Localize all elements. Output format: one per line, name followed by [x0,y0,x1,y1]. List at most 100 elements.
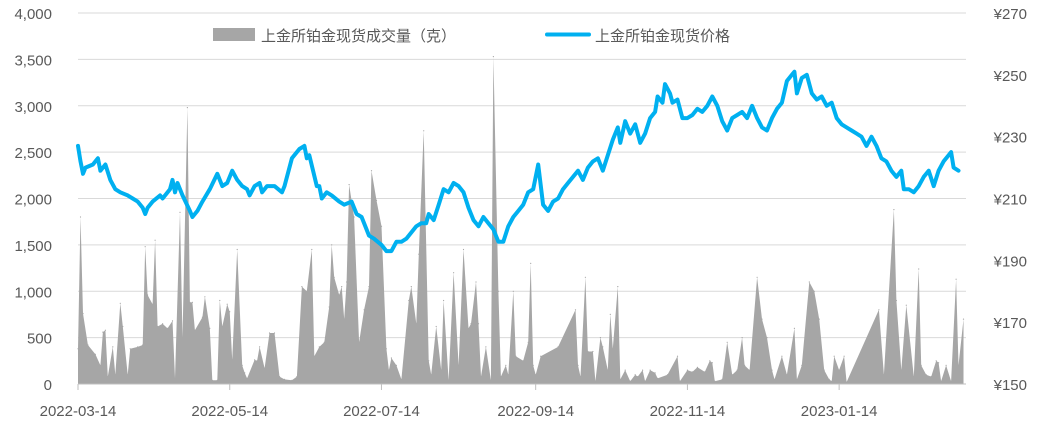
volume-point [642,369,644,371]
price-point [644,132,646,135]
price-point [281,191,283,194]
volume-point [594,380,597,382]
volume-point [129,348,131,350]
volume-point [470,323,472,325]
volume-point [241,364,243,366]
volume-point [721,378,723,380]
price-point [903,188,905,190]
price-point [209,188,211,190]
price-point [231,169,233,172]
price-point [835,117,838,119]
price-point [587,166,589,169]
volume-point [127,374,129,376]
price-point [716,105,719,107]
legend-label-volume: 上金所铂金现货成交量（克） [261,27,456,45]
price-point [151,200,154,203]
volume-point [453,272,455,274]
price-point [756,117,758,119]
legend-swatch-volume [213,28,255,41]
price-point [661,101,664,104]
volume-point [599,337,602,339]
volume-point [584,276,587,278]
price-point [196,210,199,212]
price-point [793,70,796,73]
volume-point [749,369,751,371]
price-point [736,114,738,116]
price-point [786,80,788,82]
price-point [952,166,955,169]
volume-point [296,376,298,378]
volume-point [930,376,932,378]
price-point [791,74,793,76]
volume-point [796,378,798,380]
volume-point [259,346,261,348]
price-point [447,191,450,194]
price-point [811,92,813,95]
price-point [141,207,144,209]
volume-point [935,360,937,362]
x-tick-label: 2022-09-14 [497,403,574,420]
price-point [927,169,930,172]
volume-point [505,364,507,366]
volume-point [895,299,898,302]
price-point [477,225,480,228]
y-left-tick-label: 0 [44,377,52,394]
volume-point [283,378,286,380]
price-point [649,117,651,119]
volume-point [390,357,392,359]
volume-point [204,296,206,298]
price-point [321,197,323,200]
y-right-tick-label: ¥170 [993,315,1027,332]
volume-point [714,380,716,382]
price-point [932,185,935,187]
price-point [880,157,883,160]
volume-point [144,246,146,248]
price-point [261,191,263,194]
price-point [617,126,619,129]
price-point [624,120,626,122]
price-point [248,194,251,197]
price-point [360,216,363,218]
volume-point [507,374,509,376]
volume-point [828,378,830,380]
price-point [425,222,428,224]
volume-point [515,355,517,357]
y-left-tick-label: 500 [27,331,52,348]
price-point [482,216,485,218]
price-point [77,145,79,147]
volume-point [166,327,169,329]
price-point [816,98,818,101]
y-left-tick-label: 2,500 [14,145,52,162]
y-left-tick-label: 3,000 [14,99,52,116]
volume-point [477,323,480,325]
price-point [191,216,194,218]
price-point [845,126,848,129]
price-point [746,117,748,119]
price-point [781,101,783,104]
price-point [330,194,333,197]
price-point [343,203,346,206]
y-right-tick-label: ¥190 [993,253,1027,270]
volume-point [79,216,82,218]
x-tick-label: 2022-05-14 [191,403,268,420]
price-point [442,188,445,190]
volume-point [801,364,803,366]
price-point [830,101,833,104]
volume-point [679,380,681,382]
volume-point [709,360,711,362]
price-point [161,197,164,200]
volume-point [492,56,494,58]
price-point [131,197,134,200]
price-point [338,200,341,203]
volume-point [771,369,773,371]
volume-point [587,350,589,353]
volume-point [500,376,502,378]
volume-point [318,346,320,348]
volume-point [497,290,499,292]
volume-point [236,248,238,251]
price-point [253,185,256,187]
volume-point [540,355,542,357]
volume-point [773,378,776,380]
volume-point [244,372,246,374]
price-point [639,142,641,144]
